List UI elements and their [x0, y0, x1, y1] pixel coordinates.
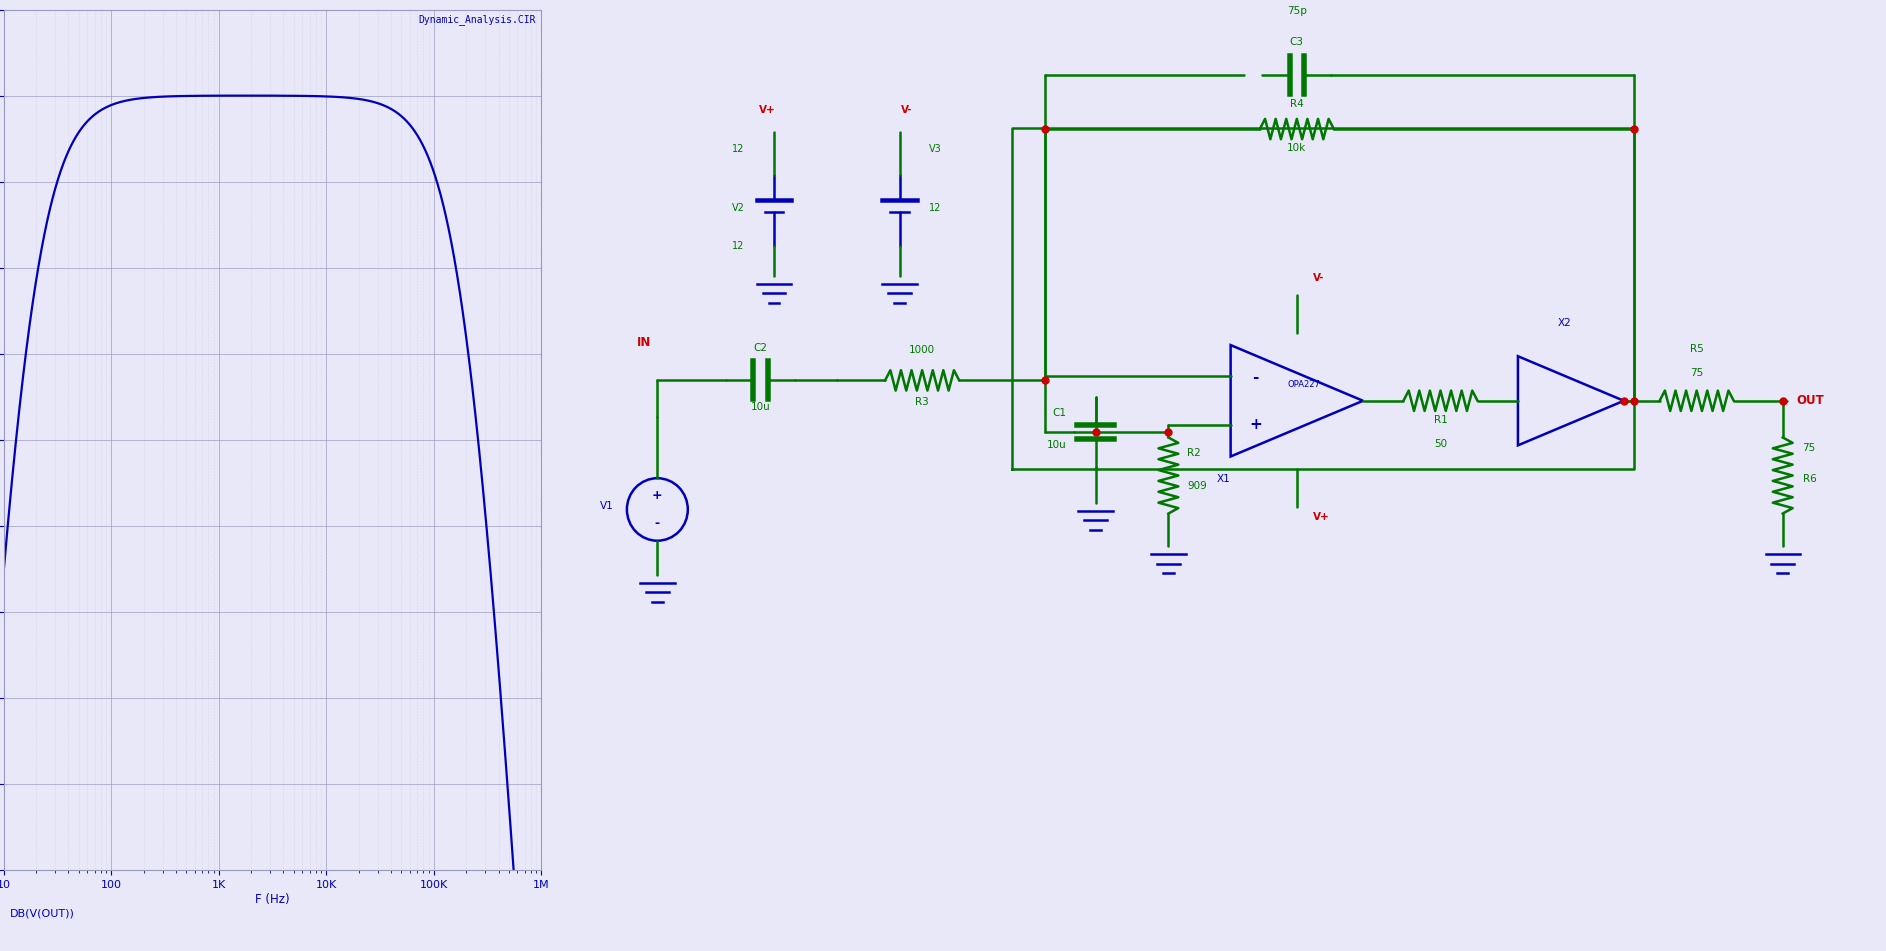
- Text: 75: 75: [1690, 368, 1703, 378]
- Text: 75: 75: [1803, 443, 1816, 453]
- Text: V+: V+: [758, 105, 775, 115]
- Text: DB(V(OUT)): DB(V(OUT)): [9, 908, 74, 919]
- Text: V+: V+: [1313, 513, 1330, 522]
- Text: +: +: [1249, 417, 1262, 432]
- Text: R6: R6: [1803, 475, 1816, 484]
- Text: V-: V-: [1313, 273, 1324, 283]
- Text: Dynamic_Analysis.CIR: Dynamic_Analysis.CIR: [419, 14, 536, 25]
- Text: 10u: 10u: [751, 402, 771, 413]
- Text: R5: R5: [1690, 344, 1703, 354]
- Text: -: -: [1252, 370, 1260, 384]
- Text: 75p: 75p: [1286, 6, 1307, 15]
- Text: 1000: 1000: [909, 345, 935, 356]
- Text: X2: X2: [1558, 318, 1571, 328]
- Text: C1: C1: [1052, 408, 1066, 417]
- Text: -: -: [654, 516, 660, 530]
- Text: R1: R1: [1433, 415, 1447, 424]
- Text: V2: V2: [732, 203, 745, 213]
- Text: R2: R2: [1186, 449, 1201, 458]
- Text: 10k: 10k: [1288, 143, 1307, 153]
- Text: 50: 50: [1433, 439, 1447, 449]
- Text: IN: IN: [637, 337, 651, 349]
- Text: 12: 12: [732, 145, 745, 154]
- Text: R4: R4: [1290, 99, 1303, 109]
- Text: R3: R3: [915, 397, 930, 407]
- X-axis label: F (Hz): F (Hz): [255, 893, 290, 905]
- Text: C3: C3: [1290, 37, 1303, 47]
- Text: V-: V-: [900, 105, 913, 115]
- Text: X1: X1: [1216, 475, 1232, 484]
- Text: C2: C2: [754, 342, 768, 353]
- Text: V3: V3: [930, 145, 941, 154]
- Text: OPA227: OPA227: [1286, 380, 1320, 389]
- Text: V1: V1: [600, 501, 615, 512]
- Text: 12: 12: [930, 203, 941, 213]
- Text: 909: 909: [1186, 481, 1207, 491]
- Text: +: +: [653, 490, 662, 502]
- Text: OUT: OUT: [1795, 395, 1824, 407]
- Text: 10u: 10u: [1047, 440, 1066, 451]
- Text: 12: 12: [732, 241, 745, 251]
